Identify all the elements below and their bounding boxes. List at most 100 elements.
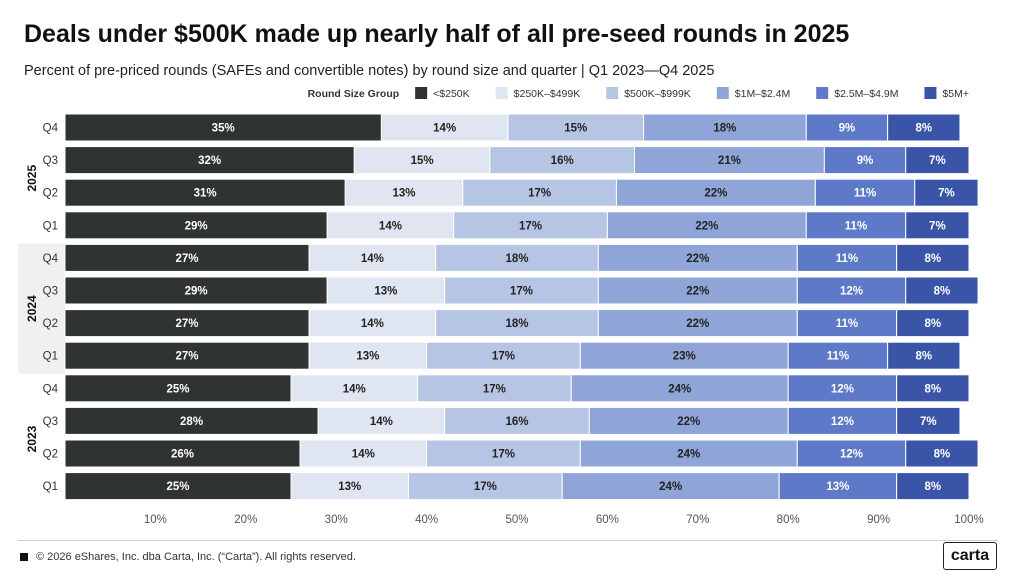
- legend-swatch: [924, 87, 937, 99]
- bar-segment: [778, 472, 898, 501]
- bar-segment: [507, 113, 645, 142]
- bar-value-label: 15%: [411, 155, 434, 167]
- bar-segment: [597, 243, 798, 272]
- bar-segment: [887, 113, 961, 142]
- bar-value-label: 9%: [839, 123, 856, 135]
- bar-value-label: 22%: [677, 416, 700, 428]
- bar-value-label: 13%: [826, 481, 849, 493]
- bar-segment: [905, 276, 979, 305]
- bar-segment: [787, 374, 898, 403]
- bar-value-label: 29%: [185, 220, 208, 232]
- bar-value-label: 28%: [180, 416, 203, 428]
- bar-segment: [326, 276, 446, 305]
- bar-segment: [435, 309, 599, 338]
- copyright-text: © 2026 eShares, Inc. dba Carta, Inc. (“C…: [36, 551, 356, 563]
- bar-segment: [787, 341, 889, 370]
- bar-value-label: 22%: [704, 188, 727, 200]
- legend-label: $500K–$999K: [624, 88, 691, 100]
- legend-swatch: [606, 87, 619, 99]
- bar-segment: [435, 243, 599, 272]
- bar-value-label: 24%: [659, 481, 682, 493]
- bar-value-label: 16%: [551, 155, 574, 167]
- bar-segment: [290, 472, 410, 501]
- bar-segment: [887, 341, 961, 370]
- bar-segment: [814, 178, 916, 207]
- bar-value-label: 12%: [831, 383, 854, 395]
- row-label-2024-Q3: Q3: [43, 286, 58, 298]
- bar-segment: [561, 472, 780, 501]
- bar-segment: [570, 374, 789, 403]
- bar-value-label: 17%: [483, 383, 506, 395]
- legend-label: $1M–$2.4M: [735, 88, 790, 100]
- bar-value-label: 32%: [198, 155, 221, 167]
- bar-segment: [634, 146, 825, 175]
- bar-segment: [787, 406, 898, 435]
- bar-value-label: 14%: [343, 383, 366, 395]
- bar-value-label: 14%: [379, 220, 402, 232]
- bar-segment: [615, 178, 816, 207]
- bar-segment: [796, 439, 907, 468]
- bar-segment: [344, 178, 464, 207]
- bar-value-label: 29%: [185, 286, 208, 298]
- bar-segment: [462, 178, 617, 207]
- bar-value-label: 22%: [695, 220, 718, 232]
- bar-segment: [453, 211, 608, 240]
- row-label-2024-Q4: Q4: [43, 253, 59, 265]
- bar-value-label: 22%: [686, 318, 709, 330]
- bar-segment: [896, 472, 970, 501]
- legend-swatch: [816, 87, 829, 99]
- legend-swatch: [495, 87, 508, 99]
- bar-value-label: 26%: [171, 449, 194, 461]
- bar-value-label: 22%: [686, 286, 709, 298]
- bar-segment: [417, 374, 572, 403]
- bar-segment: [905, 439, 979, 468]
- bar-value-label: 14%: [361, 318, 384, 330]
- bar-segment: [64, 146, 355, 175]
- bar-segment: [597, 276, 798, 305]
- bar-segment: [579, 341, 789, 370]
- bar-segment: [588, 406, 789, 435]
- bar-segment: [905, 211, 970, 240]
- year-label-2024: 2024: [25, 295, 39, 322]
- legend-label: $5M+: [942, 88, 969, 100]
- x-tick-label: 50%: [505, 514, 528, 526]
- bar-value-label: 12%: [831, 416, 854, 428]
- bar-segment: [64, 309, 310, 338]
- year-label-2023: 2023: [25, 425, 39, 452]
- legend-swatch: [716, 87, 729, 99]
- bar-value-label: 8%: [925, 481, 942, 493]
- bar-value-label: 14%: [352, 449, 375, 461]
- bar-value-label: 27%: [176, 351, 199, 363]
- bar-value-label: 11%: [836, 253, 858, 265]
- bar-segment: [64, 341, 310, 370]
- year-label-2025: 2025: [25, 165, 39, 192]
- bar-value-label: 7%: [929, 220, 946, 232]
- bar-value-label: 7%: [920, 416, 937, 428]
- legend-swatch: [415, 87, 428, 99]
- bar-value-label: 17%: [492, 449, 515, 461]
- bar-value-label: 8%: [925, 383, 942, 395]
- bar-value-label: 14%: [433, 123, 456, 135]
- bar-value-label: 9%: [857, 155, 874, 167]
- bar-value-label: 13%: [356, 351, 379, 363]
- bar-segment: [64, 243, 310, 272]
- bar-value-label: 13%: [338, 481, 361, 493]
- stacked-bar-chart: 2025 2024 2023 Q4 35% 14% 15% 18% 9% 8% Q3 32% 15% 16…: [18, 87, 984, 526]
- bar-value-label: 17%: [510, 286, 533, 298]
- bar-value-label: 8%: [934, 449, 951, 461]
- row-label-2023-Q1: Q1: [43, 481, 58, 493]
- bar-segment: [823, 146, 907, 175]
- bar-value-label: 27%: [176, 253, 199, 265]
- bar-segment: [64, 439, 301, 468]
- bar-value-label: 8%: [915, 351, 932, 363]
- bar-segment: [896, 374, 970, 403]
- bar-segment: [64, 472, 292, 501]
- bar-value-label: 35%: [212, 123, 235, 135]
- x-tick-label: 100%: [954, 514, 983, 526]
- carta-logo: carta: [943, 542, 997, 570]
- bar-value-label: 7%: [929, 155, 946, 167]
- bar-value-label: 25%: [166, 481, 189, 493]
- bar-value-label: 7%: [938, 188, 955, 200]
- bar-value-label: 11%: [854, 188, 876, 200]
- bar-value-label: 25%: [166, 383, 189, 395]
